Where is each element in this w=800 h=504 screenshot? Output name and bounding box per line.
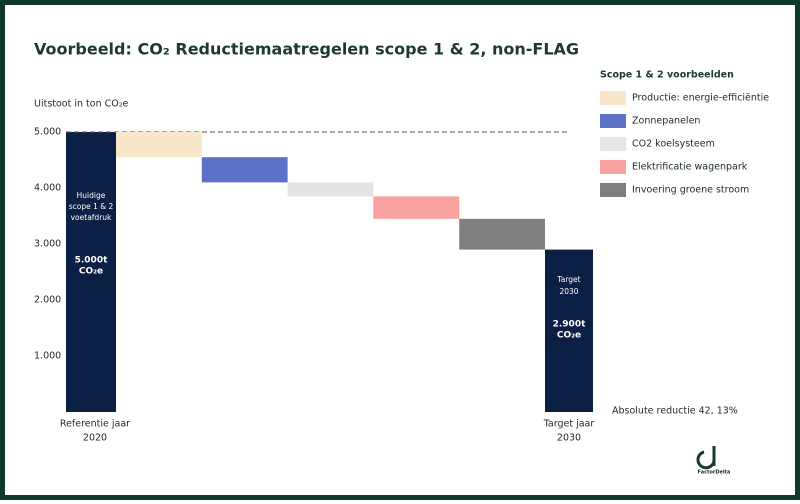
bar	[66, 132, 116, 412]
y-tick-label: 1.000	[34, 351, 61, 362]
bar-annotation: scope 1 & 2	[69, 202, 114, 211]
value-label: CO₂e	[79, 267, 103, 277]
bar-annotation: Target	[556, 275, 580, 284]
x-tick-label: 2020	[83, 433, 107, 444]
legend-swatch	[600, 91, 626, 105]
y-tick-label: 4.000	[34, 183, 61, 194]
value-label: 2.900t	[553, 320, 586, 330]
bar	[459, 218, 545, 250]
logo-icon	[696, 446, 716, 470]
bar	[373, 196, 460, 219]
bar	[201, 157, 288, 183]
value-label: CO₂e	[557, 331, 581, 341]
x-tick-label: Referentie jaar	[60, 419, 130, 430]
bar-annotation: 2030	[559, 287, 578, 296]
x-tick-label: Target jaar	[543, 419, 595, 430]
legend-label: Productie: energie-efficiëntie	[632, 93, 769, 104]
legend-label: Invoering groene stroom	[632, 185, 749, 196]
y-tick-label: 3.000	[34, 239, 61, 250]
bar	[545, 249, 593, 412]
y-tick-label: 5.000	[34, 127, 61, 138]
logo-text: FactorDelta	[698, 470, 731, 476]
note: Absolute reductie 42, 13%	[612, 406, 738, 417]
y-tick-label: 2.000	[34, 295, 61, 306]
bar-annotation: Huidige	[77, 191, 106, 200]
legend-swatch	[600, 114, 626, 128]
value-label: 5.000t	[75, 256, 108, 266]
legend-title: Scope 1 & 2 voorbeelden	[600, 70, 734, 81]
bar	[116, 132, 202, 158]
legend-swatch	[600, 183, 626, 197]
legend-label: Zonnepanelen	[632, 116, 700, 127]
legend-label: Elektrificatie wagenpark	[632, 162, 748, 173]
bar	[287, 182, 374, 197]
x-tick-label: 2030	[557, 433, 581, 444]
y-axis-label: Uitstoot in ton CO₂e	[34, 99, 129, 110]
bar-annotation: voetafdruk	[71, 213, 112, 222]
legend-swatch	[600, 137, 626, 151]
legend-swatch	[600, 160, 626, 174]
chart-title: Voorbeeld: CO₂ Reductiemaatregelen scope…	[34, 40, 579, 59]
legend-label: CO2 koelsysteem	[632, 139, 715, 150]
